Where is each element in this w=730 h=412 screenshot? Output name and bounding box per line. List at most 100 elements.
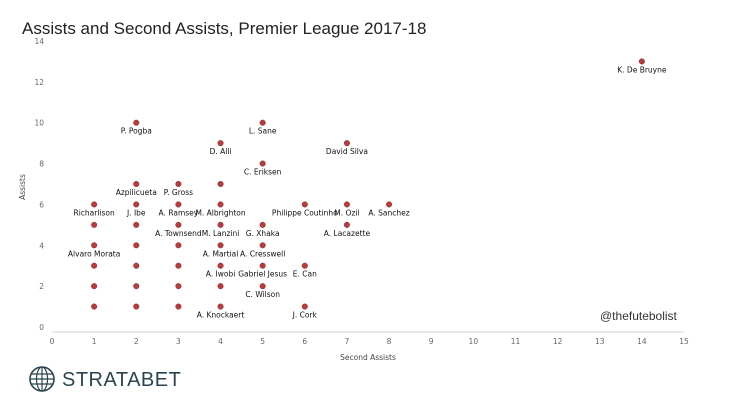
x-tick-label: 7 — [345, 337, 350, 346]
point-label: A. Martial — [203, 249, 239, 258]
data-point — [344, 202, 350, 208]
x-tick-label: 10 — [469, 337, 479, 346]
point-label: A. Sanchez — [368, 208, 409, 217]
x-tick-label: 3 — [176, 337, 181, 346]
y-tick-label: 6 — [39, 200, 44, 209]
data-point — [176, 181, 182, 187]
point-label: J. Cork — [292, 311, 318, 320]
point-label: Richarlison — [73, 208, 115, 217]
x-tick-label: 14 — [637, 337, 647, 346]
point-label: A. Lacazette — [324, 229, 371, 238]
x-tick-label: 8 — [387, 337, 392, 346]
x-tick-label: 4 — [218, 337, 223, 346]
data-point — [344, 222, 350, 228]
x-axis-label: Second Assists — [340, 353, 396, 362]
point-label: M. Ozil — [334, 208, 359, 217]
data-point — [218, 140, 224, 146]
data-point — [91, 304, 97, 310]
y-tick-label: 12 — [34, 78, 44, 87]
y-tick-label: 14 — [34, 37, 44, 46]
chart-title: Assists and Second Assists, Premier Leag… — [22, 19, 426, 38]
point-label: Alvaro Morata — [68, 249, 120, 258]
data-point — [133, 242, 139, 248]
x-tick-label: 12 — [553, 337, 563, 346]
data-point — [260, 283, 266, 289]
point-label: Gabriel Jesus — [238, 270, 287, 279]
y-axis-label: Assists — [18, 174, 27, 200]
point-label: C. Eriksen — [244, 168, 282, 177]
data-point — [133, 120, 139, 126]
data-point — [218, 304, 224, 310]
x-tick-label: 1 — [92, 337, 97, 346]
y-axis-ticks: 0 2 4 6 8 10 12 14 — [34, 37, 44, 332]
data-point — [176, 222, 182, 228]
data-point — [386, 202, 392, 208]
point-label: J. Ibe — [126, 208, 146, 217]
point-label: P. Pogba — [121, 127, 152, 136]
point-label: M. Lanzini — [202, 229, 240, 238]
point-label: L. Sane — [249, 127, 277, 136]
point-labels: K. De Bruyne P. Pogba L. Sane D. Alli David … — [68, 65, 667, 319]
data-point — [639, 59, 645, 65]
data-point — [260, 161, 266, 167]
x-tick-label: 13 — [595, 337, 605, 346]
x-tick-label: 9 — [429, 337, 434, 346]
data-point — [91, 263, 97, 269]
data-point — [260, 120, 266, 126]
data-point — [176, 202, 182, 208]
y-tick-label: 8 — [39, 160, 44, 169]
point-label: David Silva — [326, 147, 368, 156]
point-label: A. Knockaert — [197, 311, 245, 320]
brand-name: STRATABET — [62, 369, 181, 391]
data-point — [176, 283, 182, 289]
y-tick-label: 4 — [39, 241, 44, 250]
x-tick-label: 6 — [302, 337, 307, 346]
stratabet-logo: STRATABET — [30, 367, 181, 391]
point-label: A. Iwobi — [206, 270, 236, 279]
data-point — [133, 202, 139, 208]
point-label: A. Ramsey — [159, 208, 199, 217]
data-point — [91, 202, 97, 208]
data-point — [218, 181, 224, 187]
point-label: G. Xhaka — [246, 229, 280, 238]
data-point — [218, 202, 224, 208]
data-point — [260, 222, 266, 228]
data-point — [91, 242, 97, 248]
data-point — [133, 304, 139, 310]
point-label: E. Can — [293, 270, 317, 279]
x-axis-ticks: 0 1 2 3 4 5 6 7 8 9 10 11 12 13 14 15 — [50, 337, 689, 346]
point-label: Philippe Coutinho — [272, 208, 338, 217]
watermark-handle: @thefutebolist — [600, 309, 678, 323]
data-point — [260, 263, 266, 269]
data-point — [218, 242, 224, 248]
data-point — [91, 222, 97, 228]
y-tick-label: 10 — [34, 119, 44, 128]
data-point — [133, 181, 139, 187]
y-tick-label: 2 — [39, 282, 44, 291]
globe-icon — [30, 367, 54, 391]
point-label: D. Alli — [210, 147, 232, 156]
x-tick-label: 15 — [679, 337, 689, 346]
data-point — [133, 222, 139, 228]
data-point — [344, 140, 350, 146]
point-label: M. Albrighton — [195, 208, 245, 217]
data-point — [218, 283, 224, 289]
data-point — [302, 304, 308, 310]
data-point — [218, 222, 224, 228]
x-tick-label: 0 — [50, 337, 55, 346]
x-tick-label: 2 — [134, 337, 139, 346]
point-label: K. De Bruyne — [617, 65, 667, 74]
point-label: A. Townsend — [155, 229, 202, 238]
point-label: P. Gross — [164, 188, 193, 197]
x-tick-label: 5 — [260, 337, 265, 346]
data-point — [260, 242, 266, 248]
data-point — [176, 263, 182, 269]
data-points — [91, 59, 644, 310]
data-point — [302, 263, 308, 269]
data-point — [176, 242, 182, 248]
data-point — [133, 263, 139, 269]
data-point — [91, 283, 97, 289]
x-tick-label: 11 — [511, 337, 521, 346]
point-label: C. Wilson — [245, 290, 280, 299]
